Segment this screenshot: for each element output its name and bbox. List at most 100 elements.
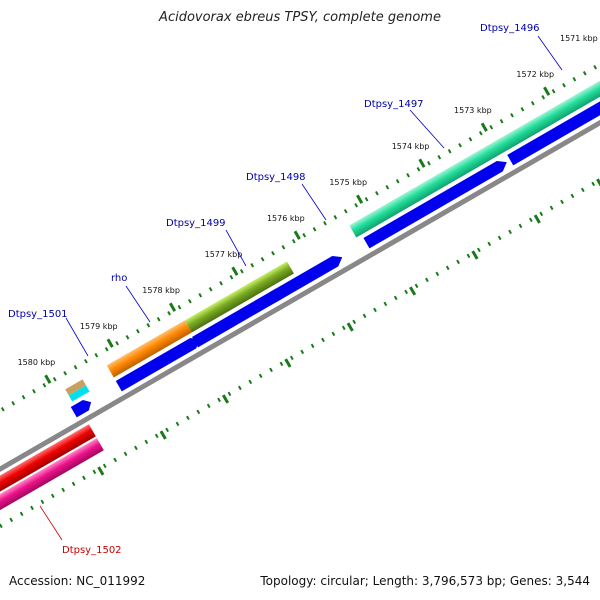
tick-mark-inner <box>497 235 502 241</box>
tick-mark-outer <box>458 143 462 148</box>
cds-arrow-1497[interactable] <box>363 157 509 249</box>
tick-mark-outer <box>499 119 504 124</box>
accession-text: Accession: NC_011992 <box>9 574 146 588</box>
feature-cog-teal[interactable] <box>349 75 600 238</box>
gene-label-dtpsy-1497[interactable]: Dtpsy_1497 <box>364 99 424 110</box>
tick-mark-inner <box>549 205 554 211</box>
tick-mark-inner <box>352 319 357 325</box>
feature-cog-red[interactable] <box>0 424 96 524</box>
backbone <box>0 84 600 510</box>
tick-mark-major <box>418 158 426 168</box>
tick-mark-outer <box>593 65 598 70</box>
tick-mark-major <box>106 338 114 348</box>
tick-mark-inner <box>591 181 596 187</box>
gene-label-dtpsy-1498[interactable]: Dtpsy_1498 <box>246 172 306 183</box>
tick-mark-inner <box>50 493 55 499</box>
tick-mark-outer <box>562 83 566 88</box>
tick-mark-inner <box>92 469 97 475</box>
tick-mark-inner <box>144 439 149 445</box>
tick-mark-inner <box>404 289 409 295</box>
tick-mark-outer <box>427 161 431 166</box>
cds-arrow-1496[interactable] <box>507 87 600 166</box>
tick-mark-outer <box>63 371 68 376</box>
tick-mark-outer <box>187 299 192 304</box>
tick-mark-outer <box>260 257 265 262</box>
tick-mark-inner <box>456 259 460 265</box>
tick-labels: 1571 kbp 1572 kbp 1573 kbp 1574 kbp 1575 kbp… <box>18 34 598 367</box>
tick-mark-outer <box>375 191 379 196</box>
tick-mark-inner <box>196 409 201 415</box>
tick-mark-outer <box>291 239 296 244</box>
tick-mark-inner <box>539 211 544 217</box>
tick-mark-outer <box>343 209 348 214</box>
tick-mark-inner <box>560 199 564 205</box>
tick-mark-outer <box>437 155 442 160</box>
cds-arrow-1501[interactable] <box>70 397 94 418</box>
tick-mark-inner <box>331 331 336 337</box>
tick-mark-outer <box>582 71 587 76</box>
tick-mark-major-inner <box>596 178 600 188</box>
tick-mark-inner <box>248 379 253 385</box>
tick-mark-outer <box>541 95 546 100</box>
tick-mark-outer <box>52 377 57 382</box>
tick-mark-outer <box>156 317 161 322</box>
gene-label-dtpsy-1501[interactable]: Dtpsy_1501 <box>8 309 68 320</box>
tick-label: 1572 kbp <box>516 70 554 79</box>
tick-mark-inner <box>279 361 284 367</box>
cds-arrow-1498[interactable] <box>269 252 345 303</box>
cds-arrow-1499[interactable] <box>192 285 287 348</box>
tick-mark-inner <box>414 283 419 289</box>
leader-dtpsy-1496 <box>537 35 563 71</box>
tick-mark-inner <box>237 385 242 391</box>
tick-mark-inner <box>383 301 388 307</box>
tick-mark-inner <box>487 241 492 247</box>
gene-label-dtpsy-1502[interactable]: Dtpsy_1502 <box>62 545 122 556</box>
tick-mark-outer <box>385 185 390 190</box>
tick-mark-inner <box>466 253 471 259</box>
tick-label: 1578 kbp <box>142 286 180 295</box>
map-title: Acidovorax ebreus TPSY, complete genome <box>159 10 441 25</box>
gene-label-dtpsy-1499[interactable]: Dtpsy_1499 <box>166 218 226 229</box>
cds-arrow-rho[interactable] <box>115 334 203 392</box>
tick-mark-inner <box>175 421 180 427</box>
track-group <box>0 65 600 538</box>
tick-mark-major-inner <box>471 250 479 260</box>
tick-mark-outer <box>32 389 36 394</box>
feature-cog-orange[interactable] <box>106 320 192 378</box>
tick-mark-outer <box>302 233 307 238</box>
tick-mark-inner <box>528 217 533 223</box>
leader-dtpsy-1502 <box>39 505 63 541</box>
tick-mark-outer <box>281 245 286 250</box>
gene-label-rho[interactable]: rho <box>111 273 127 284</box>
feature-cog-pink[interactable] <box>0 438 104 538</box>
tick-mark-inner <box>477 247 481 253</box>
tick-mark-outer <box>395 179 400 184</box>
tick-mark-outer <box>125 335 130 340</box>
tick-mark-major <box>168 302 177 312</box>
tick-mark-outer <box>416 167 421 172</box>
feature-cog-cyan[interactable] <box>68 385 90 402</box>
tick-mark-inner <box>186 415 190 421</box>
tick-mark-major-inner <box>159 430 167 440</box>
gene-label-dtpsy-1496[interactable]: Dtpsy_1496 <box>480 23 540 34</box>
feature-cog-olive[interactable] <box>184 261 294 333</box>
tick-mark-outer <box>146 323 151 328</box>
feature-cog-tan[interactable] <box>65 379 87 396</box>
tick-mark-inner <box>258 373 263 379</box>
tick-mark-outer <box>42 383 47 388</box>
tick-mark-inner <box>393 295 398 301</box>
tick-mark-outer <box>73 365 78 370</box>
tick-mark-inner <box>30 505 34 511</box>
tick-mark-outer <box>198 293 203 298</box>
tick-mark-inner <box>113 457 118 463</box>
tick-mark-outer <box>489 125 494 130</box>
tick-mark-inner <box>362 313 367 319</box>
tick-mark-outer <box>530 101 535 106</box>
tick-mark-outer <box>229 275 234 280</box>
tick-mark-outer <box>167 311 171 316</box>
tick-mark-inner <box>570 193 575 199</box>
tick-mark-outer <box>406 173 410 178</box>
tick-mark-major-inner <box>346 322 354 332</box>
tick-mark-outer <box>551 89 556 94</box>
